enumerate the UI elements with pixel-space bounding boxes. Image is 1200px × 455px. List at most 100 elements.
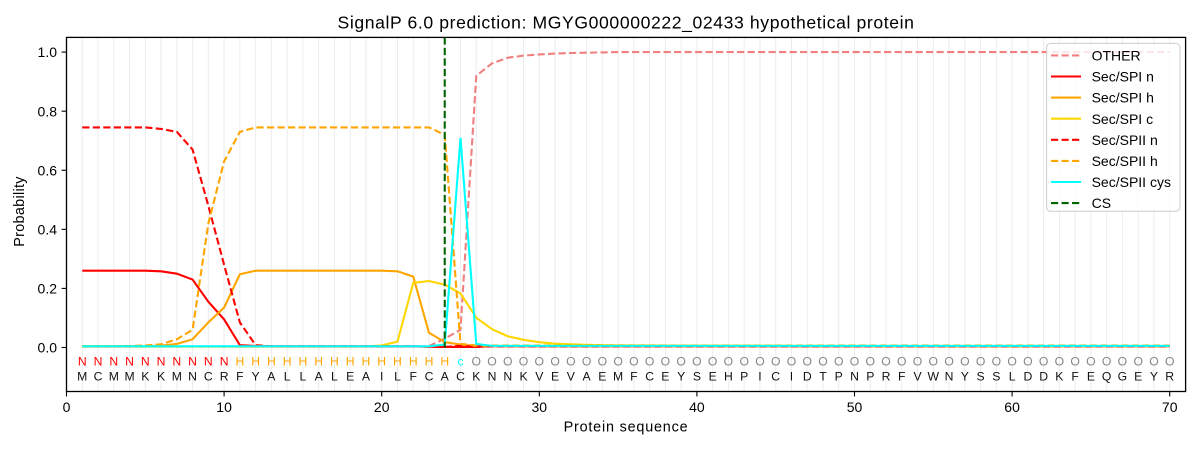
svg-text:O: O <box>1007 355 1016 369</box>
svg-text:N: N <box>172 355 181 369</box>
svg-text:0.6: 0.6 <box>38 162 58 178</box>
svg-text:F: F <box>898 370 905 384</box>
svg-text:T: T <box>819 370 827 384</box>
svg-text:0.2: 0.2 <box>38 281 58 297</box>
svg-text:O: O <box>519 355 528 369</box>
svg-text:K: K <box>519 370 527 384</box>
svg-text:70: 70 <box>1162 399 1178 415</box>
svg-text:O: O <box>1039 355 1048 369</box>
svg-text:F: F <box>630 370 637 384</box>
svg-text:40: 40 <box>689 399 705 415</box>
svg-text:Y: Y <box>961 370 969 384</box>
svg-text:O: O <box>834 355 843 369</box>
svg-text:O: O <box>787 355 796 369</box>
svg-text:60: 60 <box>1004 399 1020 415</box>
svg-text:A: A <box>583 370 592 384</box>
svg-text:O: O <box>1055 355 1064 369</box>
svg-text:E: E <box>1134 370 1142 384</box>
svg-text:0.8: 0.8 <box>38 103 58 119</box>
svg-text:O: O <box>629 355 638 369</box>
svg-text:N: N <box>488 370 497 384</box>
svg-text:O: O <box>913 355 922 369</box>
svg-text:H: H <box>409 355 418 369</box>
svg-text:H: H <box>393 355 402 369</box>
svg-text:O: O <box>929 355 938 369</box>
svg-text:C: C <box>771 370 780 384</box>
svg-text:M: M <box>172 370 182 384</box>
svg-text:Sec/SPII cys: Sec/SPII cys <box>1092 174 1171 190</box>
svg-text:O: O <box>724 355 733 369</box>
svg-text:N: N <box>945 370 954 384</box>
svg-text:Sec/SPI h: Sec/SPI h <box>1092 90 1154 106</box>
svg-text:R: R <box>882 370 891 384</box>
svg-text:I: I <box>790 370 793 384</box>
svg-text:H: H <box>330 355 339 369</box>
svg-text:O: O <box>708 355 717 369</box>
svg-text:O: O <box>661 355 670 369</box>
svg-text:O: O <box>755 355 764 369</box>
svg-text:H: H <box>251 355 260 369</box>
svg-text:O: O <box>866 355 875 369</box>
svg-text:C: C <box>645 370 654 384</box>
svg-text:N: N <box>220 355 229 369</box>
svg-text:c: c <box>457 355 463 369</box>
svg-text:O: O <box>550 355 559 369</box>
svg-text:O: O <box>1102 355 1111 369</box>
svg-text:OTHER: OTHER <box>1092 48 1141 64</box>
svg-text:O: O <box>1118 355 1127 369</box>
svg-text:W: W <box>928 370 940 384</box>
svg-text:O: O <box>535 355 544 369</box>
svg-text:O: O <box>771 355 780 369</box>
svg-text:A: A <box>315 370 324 384</box>
svg-text:O: O <box>1023 355 1032 369</box>
svg-text:V: V <box>913 370 922 384</box>
svg-text:F: F <box>1071 370 1078 384</box>
svg-text:D: D <box>1039 370 1048 384</box>
svg-text:O: O <box>850 355 859 369</box>
svg-text:50: 50 <box>847 399 863 415</box>
svg-text:O: O <box>582 355 591 369</box>
svg-text:O: O <box>976 355 985 369</box>
svg-text:C: C <box>94 370 103 384</box>
svg-text:S: S <box>992 370 1000 384</box>
svg-text:O: O <box>1086 355 1095 369</box>
svg-text:Sec/SPII h: Sec/SPII h <box>1092 153 1158 169</box>
svg-text:O: O <box>802 355 811 369</box>
svg-text:E: E <box>661 370 669 384</box>
svg-text:O: O <box>1165 355 1174 369</box>
svg-text:O: O <box>487 355 496 369</box>
svg-text:N: N <box>141 355 150 369</box>
svg-text:O: O <box>598 355 607 369</box>
svg-text:N: N <box>109 355 118 369</box>
svg-text:A: A <box>267 370 276 384</box>
svg-text:O: O <box>944 355 953 369</box>
svg-text:V: V <box>567 370 576 384</box>
svg-text:M: M <box>109 370 119 384</box>
svg-text:CS: CS <box>1092 195 1111 211</box>
svg-text:E: E <box>551 370 559 384</box>
svg-text:V: V <box>535 370 544 384</box>
svg-text:O: O <box>818 355 827 369</box>
svg-text:D: D <box>1023 370 1032 384</box>
svg-text:C: C <box>204 370 213 384</box>
svg-text:G: G <box>1118 370 1127 384</box>
svg-text:O: O <box>1149 355 1158 369</box>
svg-text:L: L <box>394 370 401 384</box>
svg-text:L: L <box>1009 370 1016 384</box>
svg-text:C: C <box>425 370 434 384</box>
svg-text:L: L <box>300 370 307 384</box>
svg-text:I: I <box>758 370 761 384</box>
svg-text:O: O <box>897 355 906 369</box>
svg-text:O: O <box>1070 355 1079 369</box>
svg-text:Q: Q <box>1102 370 1111 384</box>
svg-text:O: O <box>676 355 685 369</box>
svg-text:O: O <box>1133 355 1142 369</box>
svg-text:10: 10 <box>216 399 232 415</box>
svg-text:R: R <box>220 370 229 384</box>
svg-text:1.0: 1.0 <box>38 44 58 60</box>
svg-text:20: 20 <box>374 399 390 415</box>
svg-text:L: L <box>284 370 291 384</box>
svg-text:0: 0 <box>63 399 71 415</box>
svg-text:Y: Y <box>252 370 260 384</box>
svg-text:I: I <box>380 370 383 384</box>
